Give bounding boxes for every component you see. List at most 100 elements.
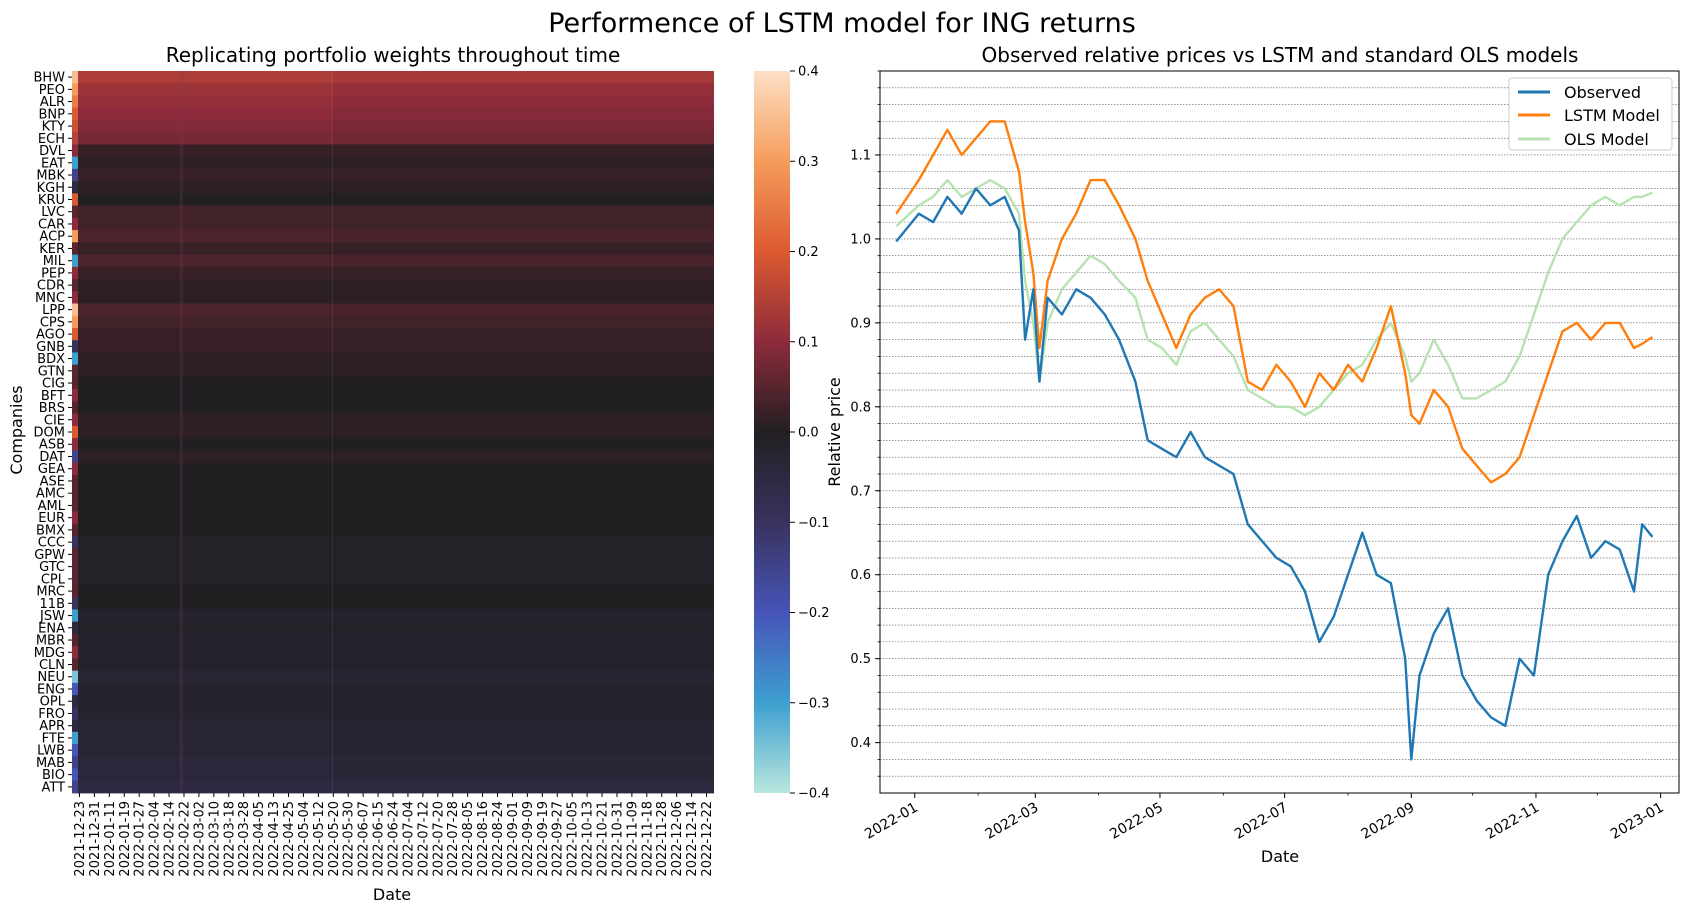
heatmap-cell xyxy=(332,646,714,659)
heatmap-company-label: CLN xyxy=(39,658,65,673)
heatmap-date-label: 2022-12-22 xyxy=(700,801,715,877)
heatmap-company-label: KRU xyxy=(38,193,65,208)
heatmap-cell-initial xyxy=(72,609,78,623)
heatmap-cell xyxy=(78,266,333,280)
heatmap-cell xyxy=(78,756,333,769)
heatmap-cell xyxy=(78,217,333,231)
heatmap-date-label: 2022-04-05 xyxy=(252,801,267,877)
heatmap-cell xyxy=(332,242,714,255)
heatmap-cell xyxy=(332,352,714,366)
heatmap-company-label: KGH xyxy=(37,181,65,196)
series-line-ols-model xyxy=(895,178,1653,417)
heatmap-cell xyxy=(332,401,714,415)
heatmap-cell xyxy=(78,682,333,696)
x-tick-label: 2022-05 xyxy=(1107,800,1166,843)
heatmap-cell xyxy=(78,768,333,782)
heatmap-cell xyxy=(332,682,714,696)
heatmap-cell-initial xyxy=(72,499,78,512)
heatmap-panel: Replicating portfolio weights throughout… xyxy=(7,43,715,904)
heatmap-cell xyxy=(78,279,333,292)
heatmap-cell xyxy=(78,291,333,304)
heatmap-cell xyxy=(332,327,714,341)
line-series xyxy=(895,120,1654,761)
heatmap-cell-initial xyxy=(72,401,78,415)
heatmap-date-label: 2022-09-27 xyxy=(551,801,566,877)
heatmap-company-label: ACP xyxy=(39,230,65,245)
heatmap-cell-initial xyxy=(72,597,78,610)
heatmap-cell xyxy=(332,254,714,268)
heatmap-cell xyxy=(332,780,714,794)
x-tick-label: 2022-07 xyxy=(1232,800,1291,843)
heatmap-cell-initial xyxy=(72,413,78,427)
heatmap-cell xyxy=(332,119,714,133)
x-tick-label: 2022-11 xyxy=(1483,800,1542,843)
x-tick-label: 2022-09 xyxy=(1359,800,1418,843)
heatmap-company-label: JSW xyxy=(39,609,65,624)
heatmap-cell xyxy=(332,621,714,635)
heatmap-company-label: CAR xyxy=(38,217,65,232)
heatmap-cell xyxy=(78,646,333,659)
heatmap-cell xyxy=(78,548,333,561)
heatmap-cell-initial xyxy=(72,119,78,133)
heatmap-cell-initial xyxy=(72,425,78,439)
heatmap-cell-initial xyxy=(72,621,78,635)
heatmap-date-label: 2022-11-18 xyxy=(640,801,655,877)
heatmap-cell-initial xyxy=(72,254,78,268)
heatmap-cell xyxy=(78,132,333,145)
legend-label-observed: Observed xyxy=(1564,83,1641,102)
heatmap-date-label: 2022-05-04 xyxy=(297,801,312,877)
heatmap-cell xyxy=(78,744,333,757)
heatmap-cell xyxy=(78,719,333,733)
heatmap-company-label: MBR xyxy=(36,634,65,649)
heatmap-cell xyxy=(78,487,333,500)
colorbar-tick-label: 0.4 xyxy=(798,65,819,80)
heatmap-cell-initial xyxy=(72,315,78,329)
heatmap-company-label: BFT xyxy=(41,389,65,404)
heatmap-cell xyxy=(332,438,714,451)
legend-label-ols: OLS Model xyxy=(1564,130,1649,149)
heatmap-cell xyxy=(332,609,714,623)
heatmap-cell xyxy=(78,731,333,745)
line-plot-frame xyxy=(879,70,1680,794)
heatmap-cell xyxy=(332,181,714,194)
heatmap-cell xyxy=(78,572,333,586)
heatmap-cell-initial xyxy=(72,205,78,219)
heatmap-ylabel: Companies xyxy=(7,385,26,474)
heatmap-cell xyxy=(78,584,333,598)
heatmap-cell xyxy=(78,523,333,537)
heatmap-cell-initial xyxy=(72,633,78,647)
heatmap-cell xyxy=(78,499,333,512)
heatmap-cell xyxy=(332,658,714,672)
heatmap-cell xyxy=(332,156,714,170)
heatmap-company-label: OPL xyxy=(40,695,66,710)
heatmap-cell-initial xyxy=(72,768,78,782)
heatmap-cell-initial xyxy=(72,95,78,109)
heatmap-company-label: GPW xyxy=(34,548,65,563)
heatmap-cell xyxy=(332,266,714,280)
heatmap-company-label: AGO xyxy=(36,328,65,343)
line-title: Observed relative prices vs LSTM and sta… xyxy=(982,43,1579,67)
heatmap-date-label: 2022-07-12 xyxy=(416,801,431,877)
heatmap-company-label: CDR xyxy=(37,279,65,294)
heatmap-cell-initial xyxy=(72,695,78,708)
heatmap-company-label: BDX xyxy=(37,352,65,367)
heatmap-cell xyxy=(332,695,714,708)
heatmap-cell xyxy=(78,462,333,476)
heatmap-company-label: ENA xyxy=(38,621,65,636)
colorbar-tick-label: −0.1 xyxy=(798,516,830,531)
heatmap-date-label: 2022-09-19 xyxy=(536,801,551,877)
heatmap-cell xyxy=(332,560,714,574)
colorbar-tick-label: 0.3 xyxy=(798,155,819,170)
heatmap-date-label: 2022-08-24 xyxy=(491,801,506,877)
heatmap-company-label: 11B xyxy=(40,597,65,612)
heatmap-cell-initial xyxy=(72,572,78,586)
heatmap-cell-initial xyxy=(72,462,78,476)
heatmap-cell xyxy=(332,744,714,757)
colorbar-tick-label: −0.4 xyxy=(798,787,830,802)
heatmap-cell xyxy=(78,597,333,610)
heatmap-cell xyxy=(78,389,333,402)
heatmap-company-label: AMC xyxy=(36,487,65,502)
y-tick-label: 1.0 xyxy=(850,232,871,247)
heatmap-cell xyxy=(78,609,333,623)
line-panel: Observed relative prices vs LSTM and sta… xyxy=(825,43,1680,866)
